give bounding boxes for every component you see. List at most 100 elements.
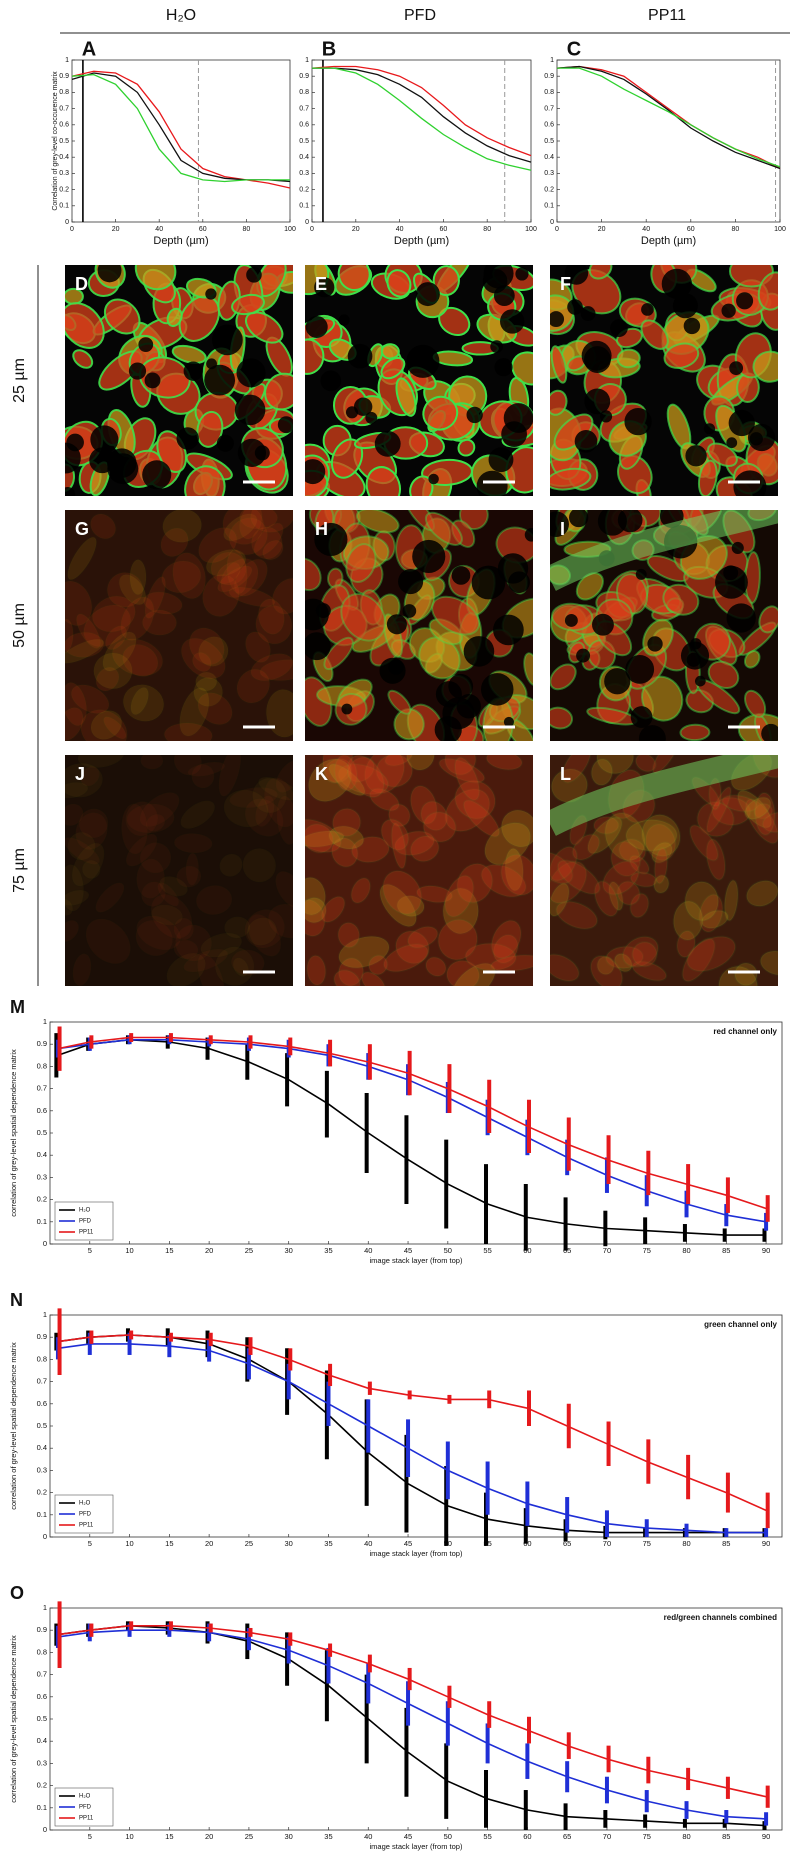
tissue-blob bbox=[697, 459, 718, 496]
x-tick-label: 80 bbox=[682, 1539, 690, 1548]
tissue-blob bbox=[250, 653, 293, 681]
y-tick-label: 0.3 bbox=[37, 1172, 47, 1181]
tissue-blob bbox=[244, 909, 285, 948]
x-tick-label: 75 bbox=[643, 1832, 651, 1841]
tissue-blob bbox=[183, 949, 228, 972]
x-tick-label: 25 bbox=[245, 1832, 253, 1841]
x-tick-label: 15 bbox=[165, 1246, 173, 1255]
x-axis-label: Depth (µm) bbox=[394, 235, 449, 247]
tissue-blob bbox=[653, 846, 669, 885]
tissue-blob bbox=[550, 845, 578, 882]
x-tick-label: 40 bbox=[364, 1832, 372, 1841]
y-tick-label: 0.2 bbox=[544, 186, 554, 193]
tissue-blob bbox=[550, 706, 574, 730]
cell-void bbox=[476, 470, 508, 496]
cell-void bbox=[680, 641, 710, 670]
tissue-blob bbox=[705, 786, 732, 834]
tissue-blob bbox=[607, 880, 624, 912]
y-tick-label: 0.1 bbox=[59, 203, 69, 210]
tissue-blob bbox=[717, 965, 759, 986]
cell-void bbox=[338, 314, 350, 326]
column-header: PFD bbox=[404, 7, 436, 24]
tissue-blob bbox=[142, 610, 177, 636]
tissue-blob bbox=[173, 939, 199, 960]
tissue-blob bbox=[511, 351, 533, 386]
tissue-blob bbox=[380, 818, 410, 851]
tissue-blob bbox=[696, 801, 735, 838]
tissue-blob bbox=[305, 896, 328, 924]
tissue-blob bbox=[330, 836, 359, 868]
series-line bbox=[556, 65, 781, 170]
tissue-blob bbox=[65, 682, 87, 726]
legend-label: PFD bbox=[79, 1805, 92, 1811]
tissue-blob bbox=[65, 302, 105, 349]
cell-void bbox=[314, 522, 348, 557]
tissue-blob bbox=[90, 513, 116, 539]
x-tick-label: 85 bbox=[722, 1832, 730, 1841]
micrograph bbox=[65, 510, 293, 741]
x-tick-label: 100 bbox=[774, 226, 786, 233]
tissue-blob bbox=[262, 540, 284, 560]
tissue-blob bbox=[72, 349, 94, 369]
tissue-blob bbox=[215, 946, 254, 986]
tissue-blob bbox=[275, 760, 293, 793]
series-line bbox=[57, 1343, 767, 1534]
tissue-blob bbox=[139, 792, 180, 827]
cell-void bbox=[237, 438, 267, 467]
tissue-blob bbox=[652, 874, 670, 894]
tissue-blob bbox=[550, 882, 570, 918]
y-tick-label: 0.4 bbox=[37, 1443, 47, 1452]
tissue-blob bbox=[180, 800, 215, 829]
chart: 00.10.20.30.40.50.60.70.80.915 10 15 20 25 30… bbox=[9, 1290, 783, 1558]
x-tick-label: 0 bbox=[70, 226, 74, 233]
series-line bbox=[71, 70, 291, 189]
tissue-blob bbox=[174, 833, 213, 854]
cell-void bbox=[451, 566, 471, 585]
tissue-blob bbox=[247, 917, 277, 946]
tissue-blob bbox=[76, 613, 101, 649]
tissue-blob bbox=[176, 865, 202, 888]
tissue-blob bbox=[65, 837, 100, 865]
tissue-blob bbox=[571, 833, 601, 861]
cell-void bbox=[641, 303, 654, 316]
cell-void bbox=[599, 410, 613, 423]
tissue-blob bbox=[136, 858, 165, 899]
cell-void bbox=[90, 425, 119, 454]
tissue-blob bbox=[688, 824, 719, 862]
cell-void bbox=[749, 432, 763, 446]
tissue-blob bbox=[272, 578, 293, 615]
micrograph bbox=[65, 265, 293, 496]
plot-frame bbox=[49, 1607, 783, 1831]
y-tick-label: 0.8 bbox=[37, 1354, 47, 1363]
tissue-blob bbox=[368, 787, 400, 812]
cell-void bbox=[635, 568, 647, 580]
tissue-blob bbox=[686, 935, 737, 973]
x-tick-label: 45 bbox=[404, 1246, 412, 1255]
tissue-blob bbox=[575, 572, 604, 601]
tissue-blob bbox=[222, 510, 264, 545]
series-line bbox=[312, 67, 532, 171]
tissue-blob bbox=[384, 755, 414, 767]
micrograph-background bbox=[65, 755, 293, 986]
legend-label: H₂O bbox=[79, 1501, 91, 1507]
tissue-blob bbox=[72, 953, 92, 986]
x-tick-label: 40 bbox=[364, 1539, 372, 1548]
tissue-blob bbox=[305, 898, 326, 938]
tissue-blob bbox=[140, 755, 164, 770]
tissue-blob bbox=[396, 894, 426, 918]
x-tick-label: 65 bbox=[563, 1832, 571, 1841]
row-label: 50 µm bbox=[11, 603, 28, 648]
legend-label: PFD bbox=[79, 1512, 92, 1518]
cell-void bbox=[647, 636, 663, 652]
tissue-blob bbox=[483, 821, 532, 866]
tissue-blob bbox=[409, 475, 434, 496]
micrograph bbox=[550, 755, 778, 986]
x-tick-label: 85 bbox=[722, 1246, 730, 1255]
series-line bbox=[71, 73, 290, 183]
y-tick-label: 0 bbox=[65, 219, 69, 226]
panel-label: B bbox=[322, 38, 336, 60]
y-tick-label: 0 bbox=[43, 1532, 47, 1541]
tissue-blob bbox=[492, 933, 519, 965]
tissue-blob bbox=[248, 914, 281, 957]
